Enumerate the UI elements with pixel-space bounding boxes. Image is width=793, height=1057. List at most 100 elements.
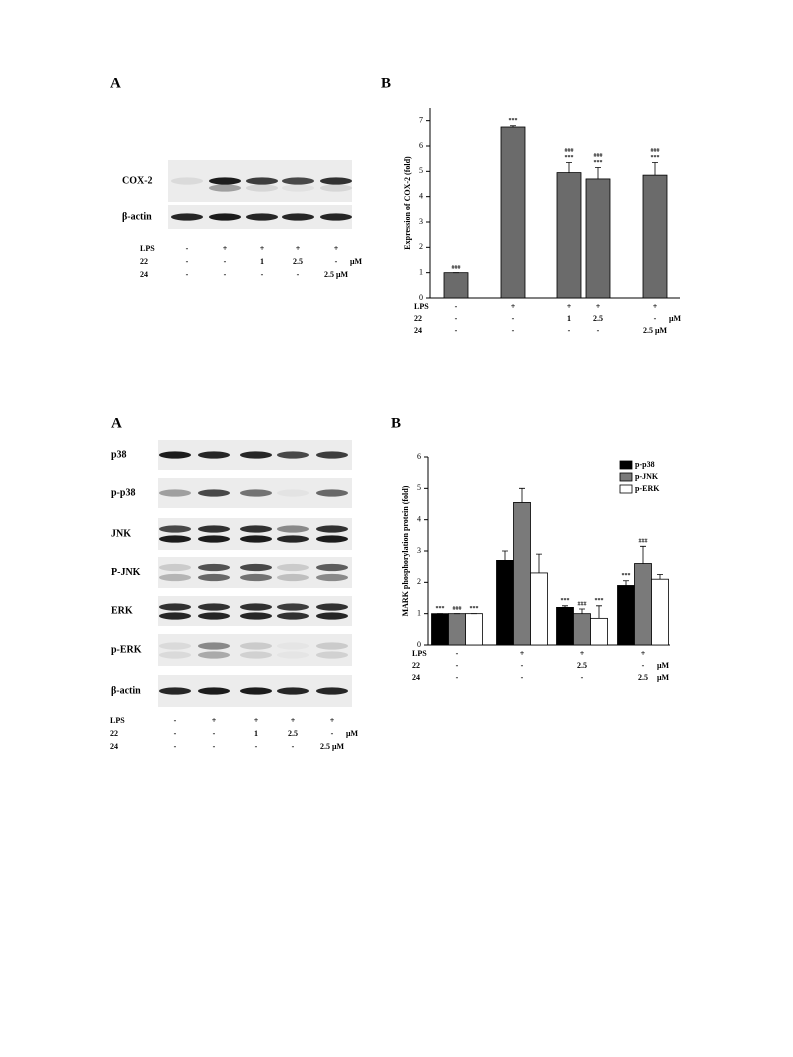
significance: ***: [651, 155, 660, 161]
error-bar: [652, 162, 658, 176]
treatment-cell: +: [296, 244, 301, 253]
band: [316, 563, 348, 572]
band: [246, 177, 278, 185]
significance: ###: [453, 606, 462, 612]
treatment-label: 22: [412, 661, 420, 670]
bar: [513, 502, 531, 646]
bar: [500, 126, 526, 299]
y-tick-label: 1: [419, 267, 423, 276]
band: [209, 177, 241, 185]
y-tick-label: 5: [417, 483, 421, 492]
error-bar: [519, 487, 525, 503]
treatment-cell: -: [654, 314, 657, 323]
legend-label: p-ERK: [635, 484, 660, 493]
significance: ###: [594, 153, 603, 159]
band: [159, 612, 191, 620]
treatment-cell: -: [213, 729, 216, 738]
treatment-cell: +: [291, 716, 296, 725]
band: [240, 573, 272, 582]
band: [171, 177, 203, 185]
y-tick-label: 6: [419, 141, 423, 150]
treatment-cell: -: [455, 314, 458, 323]
treatment-cell: -: [213, 742, 216, 751]
treatment-cell: +: [567, 302, 572, 311]
band: [282, 177, 314, 185]
treatment-label: 22: [140, 257, 148, 266]
band: [277, 687, 309, 695]
treatment-cell: 2.5: [593, 314, 603, 323]
treatment-cell: +: [580, 649, 585, 658]
significance: ***: [565, 155, 574, 161]
band: [198, 603, 230, 611]
treatment-cell: -: [512, 326, 515, 335]
band: [198, 651, 230, 659]
treatment-cell: -: [174, 742, 177, 751]
band: [316, 642, 348, 650]
treatment-label: 22: [414, 314, 422, 323]
band: [277, 642, 309, 649]
significance: ***: [436, 606, 445, 612]
significance: ###: [651, 148, 660, 154]
bar: [556, 172, 582, 299]
blot-row-label: β-actin: [111, 685, 141, 696]
bar: [573, 613, 591, 646]
y-tick-label: 2: [419, 242, 423, 251]
band: [240, 489, 272, 497]
bar: [634, 563, 652, 646]
band: [282, 184, 314, 192]
error-bar: [566, 162, 572, 173]
band: [159, 525, 191, 533]
bar: [448, 613, 466, 646]
treatment-unit: μM: [669, 314, 682, 323]
blot-strip: [158, 634, 352, 666]
band: [316, 651, 348, 659]
significance: ###: [452, 265, 461, 271]
blot-row-label: β-actin: [122, 211, 152, 222]
band: [198, 525, 230, 533]
band: [198, 535, 230, 543]
treatment-cell: +: [260, 244, 265, 253]
treatment-cell: +: [223, 244, 228, 253]
treatment-cell: -: [581, 673, 584, 682]
band: [159, 489, 191, 497]
treatment-unit: μM: [657, 673, 670, 682]
band: [246, 213, 278, 221]
blot-row-label: P-JNK: [111, 567, 141, 578]
bar: [651, 578, 669, 646]
treatment-cell: -: [455, 326, 458, 335]
treatment-cell: -: [456, 649, 459, 658]
treatment-cell: -: [186, 270, 189, 279]
band: [159, 573, 191, 582]
panel-label: A: [110, 75, 121, 91]
y-tick-label: 3: [419, 217, 423, 226]
band: [277, 535, 309, 543]
treatment-cell: -: [597, 326, 600, 335]
bar: [431, 613, 449, 646]
error-bar: [562, 605, 568, 608]
bar: [617, 585, 635, 646]
band: [240, 651, 272, 659]
band: [198, 642, 230, 650]
band: [282, 213, 314, 221]
band: [159, 687, 191, 695]
band: [316, 573, 348, 582]
treatment-label: LPS: [110, 716, 125, 725]
band: [159, 563, 191, 572]
treatment-cell: 2.5 μM: [643, 326, 668, 335]
legend-label: p-JNK: [635, 472, 659, 481]
band: [316, 451, 348, 459]
treatment-label: 24: [414, 326, 422, 335]
band: [171, 213, 203, 221]
blot-row-label: p-ERK: [111, 644, 142, 655]
y-axis-label: Expression of COX-2 (fold): [403, 156, 412, 250]
y-tick-label: 2: [417, 577, 421, 586]
treatment-unit: μM: [657, 661, 670, 670]
y-tick-label: 1: [417, 608, 421, 617]
treatment-cell: -: [255, 742, 258, 751]
band: [316, 603, 348, 611]
treatment-unit: μM: [346, 729, 359, 738]
y-tick-label: 5: [419, 166, 423, 175]
treatment-cell: 1: [254, 729, 258, 738]
blot-row-label: JNK: [111, 528, 131, 539]
band: [240, 563, 272, 572]
